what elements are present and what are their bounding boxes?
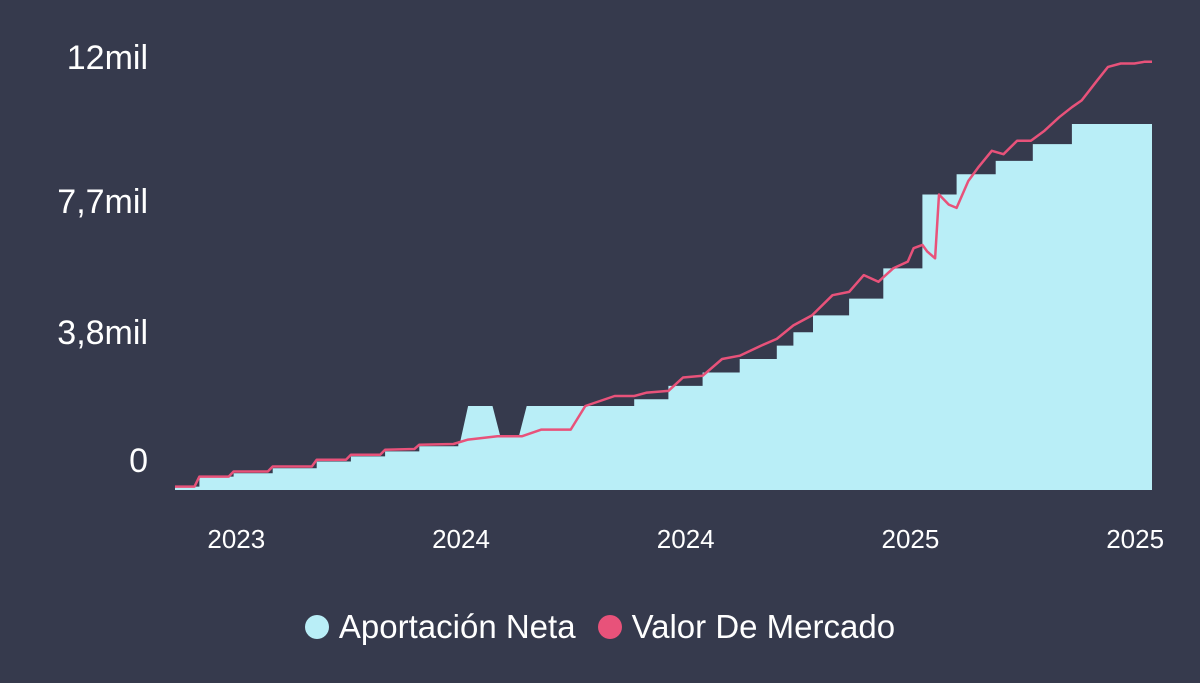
x-tick-label: 2025 — [1106, 524, 1164, 554]
legend-label-net: Aportación Neta — [338, 608, 576, 645]
series-area-aportacion-neta — [175, 124, 1152, 490]
y-tick-label: 3,8mil — [57, 314, 148, 352]
x-tick-label: 2024 — [657, 524, 715, 554]
legend-item-market[interactable]: Valor De Mercado — [597, 608, 896, 646]
x-tick-label: 2023 — [207, 524, 265, 554]
x-tick-label: 2024 — [432, 524, 490, 554]
legend-swatch-net — [304, 615, 329, 639]
y-tick-label: 0 — [129, 442, 148, 480]
y-axis: 0 3,8mil 7,7mil 12mil — [57, 39, 148, 480]
legend: Aportación Neta Valor De Mercado — [0, 608, 1200, 646]
x-tick-label: 2025 — [882, 524, 940, 554]
legend-swatch-market — [597, 615, 622, 639]
series-line-valor-de-mercado — [175, 60, 1152, 488]
legend-item-net[interactable]: Aportación Neta — [304, 608, 576, 646]
y-tick-label: 12mil — [67, 39, 148, 77]
y-tick-label: 7,7mil — [57, 183, 148, 221]
x-axis: 2023 2024 2024 2025 2025 — [207, 524, 1164, 554]
legend-label-market: Valor De Mercado — [631, 608, 896, 645]
plot-area — [175, 60, 1152, 490]
